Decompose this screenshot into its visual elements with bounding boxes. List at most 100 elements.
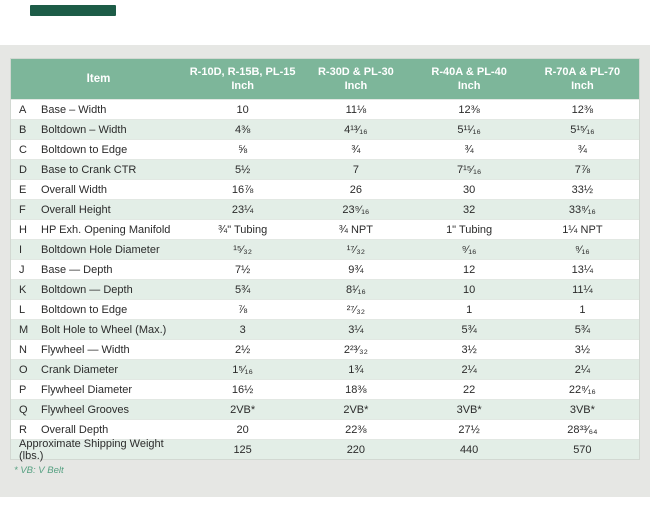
- header-col-models: R-40A & PL-40: [431, 66, 507, 78]
- row-value: ¾: [351, 143, 361, 156]
- table-row: H HP Exh. Opening Manifold ¾" Tubing ¾ NPT 1…: [11, 219, 639, 239]
- row-value: ⁹⁄₁₆: [575, 243, 590, 256]
- row-letter: Q: [19, 403, 28, 416]
- header-col-unit: Inch: [344, 80, 368, 92]
- header-col-models: R-70A & PL-70: [544, 66, 621, 78]
- row-letter: D: [19, 163, 27, 176]
- row-value: ¾: [464, 143, 474, 156]
- row-value: 2¼: [574, 363, 591, 376]
- row-value: ¾: [577, 143, 587, 156]
- row-item-name: Base to Crank CTR: [41, 163, 137, 176]
- row-item-name: Base — Depth: [41, 263, 113, 276]
- row-value: 1" Tubing: [446, 223, 493, 236]
- table-row: P Flywheel Diameter 16½ 18⅜ 22 22⁹⁄₁₆: [11, 379, 639, 399]
- row-value: 5¹¹⁄₁₆: [457, 123, 481, 136]
- row-value: 10: [236, 103, 249, 116]
- row-value: 1: [579, 303, 586, 316]
- row-value: 1¼ NPT: [562, 223, 603, 236]
- row-letter: M: [19, 323, 29, 336]
- row-value: 9¾: [348, 263, 364, 276]
- row-value: 8¹⁄₁₆: [345, 283, 366, 296]
- row-item-name: Boltdown – Width: [41, 123, 127, 136]
- row-value: 20: [236, 423, 249, 436]
- row-value: 5¹⁵⁄₁₆: [570, 123, 595, 136]
- row-item-name: Boltdown Hole Diameter: [41, 243, 160, 256]
- row-value: ⁹⁄₁₆: [461, 243, 477, 256]
- row-value: 22⅜: [345, 423, 367, 436]
- row-item-name: Flywheel Diameter: [41, 383, 133, 396]
- row-value: 12: [463, 263, 476, 276]
- row-value: 5¾: [461, 323, 477, 336]
- row-value: 2²³⁄₃₂: [343, 343, 368, 356]
- row-value: 23¼: [231, 203, 254, 216]
- row-letter: P: [19, 383, 27, 396]
- row-value: 22⁹⁄₁₆: [568, 383, 596, 396]
- row-letter: O: [19, 363, 28, 376]
- row-value: 5¾: [234, 283, 251, 296]
- row-value: 2½: [234, 343, 251, 356]
- row-value: 28³³⁄₆₄: [567, 423, 598, 436]
- row-letter: E: [19, 183, 27, 196]
- header-col-models: R-10D, R-15B, PL-15: [189, 66, 296, 78]
- row-value: 1⁵⁄₁₆: [232, 363, 253, 376]
- row-value: 22: [463, 383, 476, 396]
- row-letter: L: [19, 303, 26, 316]
- row-value: ⅞: [238, 303, 248, 316]
- row-value: ¹⁷⁄₃₂: [346, 243, 365, 256]
- row-letter: A: [19, 103, 27, 116]
- row-item-name: Bolt Hole to Wheel (Max.): [41, 323, 167, 336]
- row-value: 7⅞: [574, 163, 591, 176]
- row-item-name: Overall Height: [41, 203, 111, 216]
- row-item-name: Boltdown — Depth: [41, 283, 133, 296]
- row-letter: R: [19, 423, 27, 436]
- row-value: 4¹³⁄₁₆: [344, 123, 368, 136]
- row-value: 12⅜: [571, 103, 594, 116]
- table-row: N Flywheel — Width 2½ 2²³⁄₃₂ 3½ 3½: [11, 339, 639, 359]
- header-col-r30d: R-30D & PL-30 Inch: [299, 59, 412, 99]
- row-value: 3½: [461, 343, 477, 356]
- table-row: K Boltdown — Depth 5¾ 8¹⁄₁₆ 10 11¼: [11, 279, 639, 299]
- row-value: 5¾: [574, 323, 591, 336]
- row-value: 33⁹⁄₁₆: [568, 203, 596, 216]
- row-item-name: Overall Width: [41, 183, 108, 196]
- row-value: 3VB*: [569, 403, 595, 416]
- table-row: R Overall Depth 20 22⅜ 27½ 28³³⁄₆₄: [11, 419, 639, 439]
- header-col-unit: Inch: [457, 80, 481, 92]
- row-value: 23⁹⁄₁₆: [342, 203, 370, 216]
- row-letter: B: [19, 123, 27, 136]
- row-value: 13¼: [571, 263, 594, 276]
- table-body: A Base – Width 10 11⅛ 12⅜ 12⅜ B Boltdown – Widt…: [11, 99, 639, 439]
- row-value: 2¼: [461, 363, 477, 376]
- specifications-table: Item R-10D, R-15B, PL-15 Inch R-30D & PL…: [10, 58, 640, 462]
- vbelt-footnote: * VB: V Belt: [14, 465, 64, 476]
- row-value: 10: [463, 283, 476, 296]
- row-value: 3½: [574, 343, 591, 356]
- row-value: 4⅜: [234, 123, 251, 136]
- table-row: Q Flywheel Grooves 2VB* 2VB* 3VB* 3VB*: [11, 399, 639, 419]
- top-left-green-bar: [30, 5, 116, 16]
- shipping-weight-value: 570: [573, 443, 592, 456]
- row-item-name: Flywheel Grooves: [41, 403, 130, 416]
- row-value: 11¼: [572, 283, 593, 296]
- row-letter: J: [19, 263, 25, 276]
- table-row: J Base — Depth 7½ 9¾ 12 13¼: [11, 259, 639, 279]
- row-value: ⅝: [238, 143, 248, 156]
- header-col-r40a: R-40A & PL-40 Inch: [413, 59, 526, 99]
- row-value: 3: [239, 323, 246, 336]
- table-row: B Boltdown – Width 4⅜ 4¹³⁄₁₆ 5¹¹⁄₁₆ 5¹⁵⁄₁₆: [11, 119, 639, 139]
- row-item-name: Boltdown to Edge: [41, 143, 128, 156]
- header-col-r70a: R-70A & PL-70 Inch: [526, 59, 639, 99]
- row-value: 26: [349, 183, 362, 196]
- shipping-weight-label: Approximate Shipping Weight (lbs.): [19, 437, 164, 462]
- row-value: 7: [352, 163, 359, 176]
- row-item-name: HP Exh. Opening Manifold: [41, 223, 171, 236]
- shipping-weight-value: 440: [459, 443, 479, 456]
- table-row: F Overall Height 23¼ 23⁹⁄₁₆ 32 33⁹⁄₁₆: [11, 199, 639, 219]
- table-row: M Bolt Hole to Wheel (Max.) 3 3¼ 5¾ 5¾: [11, 319, 639, 339]
- row-value: 33½: [571, 183, 594, 196]
- row-value: 30: [463, 183, 476, 196]
- row-value: 27½: [458, 423, 480, 436]
- row-letter: I: [19, 243, 23, 256]
- header-col-r10d: R-10D, R-15B, PL-15 Inch: [186, 59, 299, 99]
- row-value: 18⅜: [345, 383, 367, 396]
